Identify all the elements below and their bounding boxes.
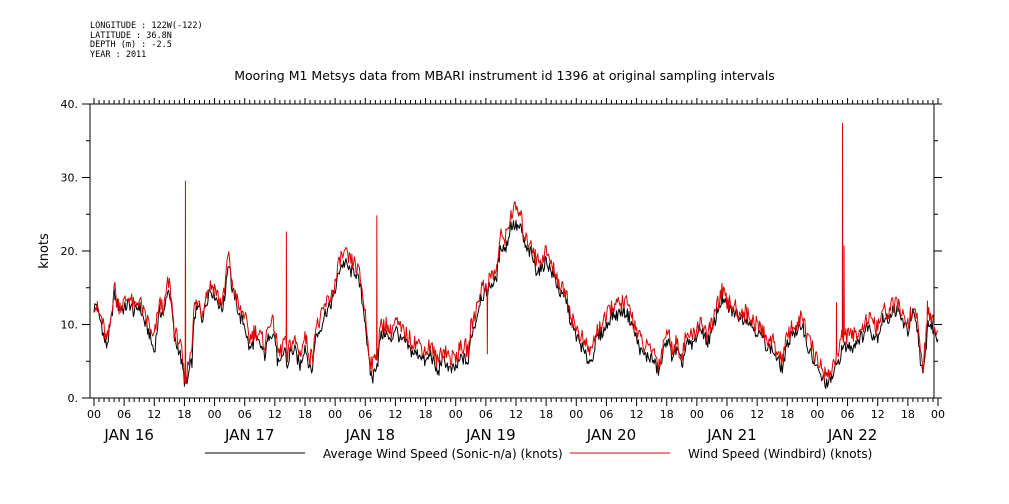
chart-title: Mooring M1 Metsys data from MBARI instru… <box>234 68 775 83</box>
x-tick-label: 00 <box>931 408 945 421</box>
year-line: YEAR : 2011 <box>90 49 147 60</box>
legend: Average Wind Speed (Sonic-n/a) (knots) Wi… <box>205 447 872 461</box>
series-line-windbird <box>93 122 939 384</box>
longitude-line: LONGITUDE : 122W(-122) <box>90 21 203 31</box>
day-label: JAN 18 <box>345 426 396 444</box>
x-tick-label: 12 <box>388 408 402 421</box>
legend-label-sonic: Average Wind Speed (Sonic-n/a) (knots) <box>323 447 563 461</box>
x-tick-label: 12 <box>509 408 523 421</box>
x-tick-label: 06 <box>841 408 855 421</box>
series-layer <box>93 122 939 390</box>
x-tick-label: 18 <box>298 408 312 421</box>
x-tick-label: 12 <box>268 408 282 421</box>
day-label: JAN 22 <box>827 426 878 444</box>
y-tick-label: 10. <box>61 319 79 332</box>
x-tick-label: 00 <box>449 408 463 421</box>
x-tick-label: 12 <box>871 408 885 421</box>
day-label: JAN 19 <box>465 426 516 444</box>
depth-line: DEPTH (m) : -2.5 <box>90 40 172 50</box>
labels-layer: 00 06 12 18 00 06 12 18 00 06 12 18 00 06 12 18 00 06 12 18… <box>37 98 945 444</box>
x-tick-label: 00 <box>87 408 101 421</box>
latitude-line: LATITUDE : 36.8N <box>90 30 172 41</box>
x-tick-label: 06 <box>599 408 613 421</box>
y-tick-label: 30. <box>61 172 79 185</box>
x-tick-label: 06 <box>720 408 734 421</box>
plot-frame <box>89 103 935 399</box>
metadata-header: LONGITUDE : 122W(-122) LATITUDE : 36.8N … <box>90 21 203 60</box>
x-tick-label: 00 <box>690 408 704 421</box>
x-tick-label: 12 <box>630 408 644 421</box>
day-label: JAN 21 <box>706 426 757 444</box>
x-tick-label: 18 <box>419 408 433 421</box>
x-tick-label: 18 <box>780 408 794 421</box>
day-label: JAN 16 <box>103 426 154 444</box>
x-tick-label: 06 <box>117 408 131 421</box>
x-tick-label: 18 <box>660 408 674 421</box>
x-tick-label: 06 <box>238 408 252 421</box>
y-tick-label: 0. <box>68 392 79 405</box>
series-line-sonic <box>93 219 939 390</box>
x-tick-label: 18 <box>539 408 553 421</box>
x-tick-label: 18 <box>901 408 915 421</box>
y-axis-label: knots <box>37 233 52 269</box>
x-tick-label: 06 <box>479 408 493 421</box>
legend-label-windbird: Wind Speed (Windbird) (knots) <box>688 447 872 461</box>
x-tick-label: 12 <box>750 408 764 421</box>
day-label: JAN 17 <box>224 426 275 444</box>
x-tick-label: 06 <box>358 408 372 421</box>
x-tick-label: 00 <box>569 408 583 421</box>
day-label: JAN 20 <box>586 426 637 444</box>
x-tick-label: 18 <box>177 408 191 421</box>
y-tick-label: 40. <box>61 98 79 111</box>
x-tick-label: 00 <box>810 408 824 421</box>
axes-layer <box>82 98 942 406</box>
x-tick-label: 12 <box>147 408 161 421</box>
x-tick-label: 00 <box>208 408 222 421</box>
y-tick-label: 20. <box>61 245 79 258</box>
x-tick-label: 00 <box>328 408 342 421</box>
